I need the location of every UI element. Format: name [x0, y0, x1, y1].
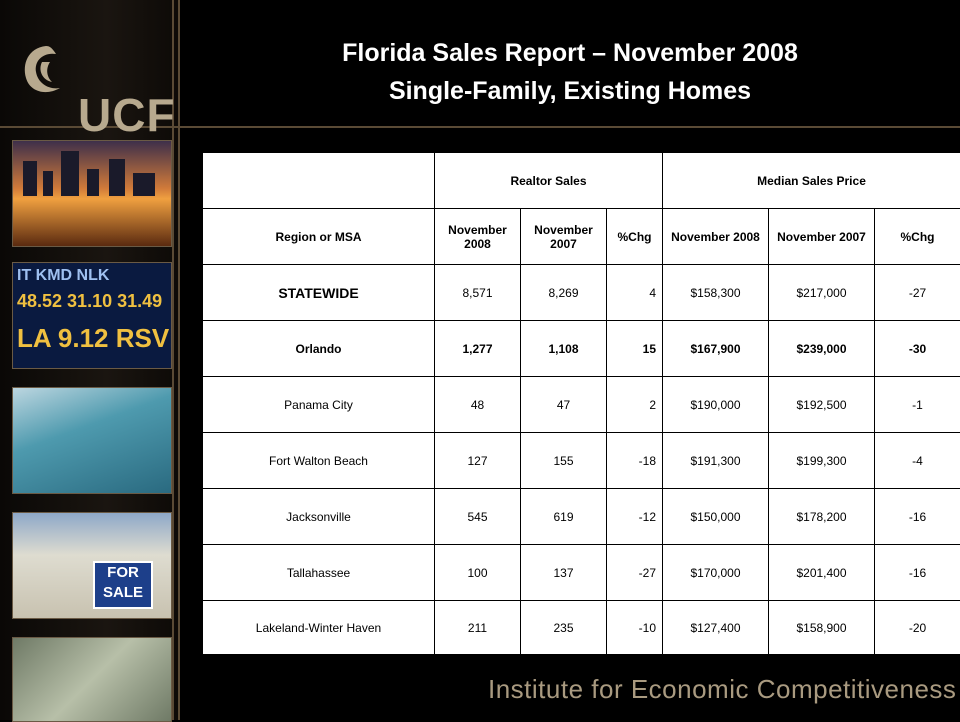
table-cell: -20: [875, 601, 960, 655]
table-cell: 47: [521, 377, 607, 433]
ticker-row-1: IT KMD NLK: [17, 267, 109, 285]
table-cell: 211: [435, 601, 521, 655]
table-row-highlighted: Orlando 1,277 1,108 15 $167,900 $239,000…: [203, 321, 960, 377]
table-cell: $158,300: [663, 265, 769, 321]
table-cell: -30: [875, 321, 960, 377]
table-cell: 155: [521, 433, 607, 489]
table-cell: $178,200: [769, 489, 875, 545]
photo-stock-ticker: IT KMD NLK 48.52 31.10 31.49 LA 9.12 RSV…: [12, 262, 172, 369]
region-cell: Orlando: [203, 321, 435, 377]
table-cell: $199,300: [769, 433, 875, 489]
sales-2008-header: November 2008: [435, 209, 521, 265]
sales-table: Realtor Sales Median Sales Price Region …: [202, 152, 960, 655]
table-cell: $217,000: [769, 265, 875, 321]
table-cell: -1: [875, 377, 960, 433]
table-cell: 619: [521, 489, 607, 545]
table-row: Fort Walton Beach 127 155 -18 $191,300 $…: [203, 433, 960, 489]
table-row: Tallahassee 100 137 -27 $170,000 $201,40…: [203, 545, 960, 601]
photo-dollar: [12, 637, 172, 722]
photo-skyline: [12, 140, 172, 247]
empty-header-cell: [203, 153, 435, 209]
table-cell: 8,269: [521, 265, 607, 321]
column-header-row: Region or MSA November 2008 November 200…: [203, 209, 960, 265]
sales-chg-header: %Chg: [607, 209, 663, 265]
table-cell: 15: [607, 321, 663, 377]
realtor-sales-header: Realtor Sales: [435, 153, 663, 209]
table-cell: 100: [435, 545, 521, 601]
table-cell: $127,400: [663, 601, 769, 655]
sales-2007-header: November 2007: [521, 209, 607, 265]
price-2007-header: November 2007: [769, 209, 875, 265]
price-chg-header: %Chg: [875, 209, 960, 265]
table-cell: $201,400: [769, 545, 875, 601]
region-cell: Lakeland-Winter Haven: [203, 601, 435, 655]
region-cell: Jacksonville: [203, 489, 435, 545]
table-cell: -16: [875, 545, 960, 601]
table-cell: $239,000: [769, 321, 875, 377]
page-title: Florida Sales Report – November 2008 Sin…: [190, 34, 950, 110]
ucf-logo: UCF: [12, 40, 172, 110]
table-cell: 2: [607, 377, 663, 433]
table-cell: 545: [435, 489, 521, 545]
region-cell: Fort Walton Beach: [203, 433, 435, 489]
table-cell: 48: [435, 377, 521, 433]
divider: [178, 0, 180, 720]
table-cell: -16: [875, 489, 960, 545]
for-sale-sign: FOR SALE: [93, 561, 153, 609]
photo-house: FOR SALE: [12, 512, 172, 619]
table-row: Lakeland-Winter Haven 211 235 -10 $127,4…: [203, 601, 960, 655]
title-line-2: Single-Family, Existing Homes: [190, 72, 950, 110]
table-row: STATEWIDE 8,571 8,269 4 $158,300 $217,00…: [203, 265, 960, 321]
region-cell: Tallahassee: [203, 545, 435, 601]
table-cell: $158,900: [769, 601, 875, 655]
ticker-row-3: LA 9.12 RSVN: [17, 323, 172, 354]
table-cell: 235: [521, 601, 607, 655]
table-cell: -27: [875, 265, 960, 321]
ticker-row-2: 48.52 31.10 31.49: [17, 291, 162, 312]
table-cell: 1,108: [521, 321, 607, 377]
table-cell: 8,571: [435, 265, 521, 321]
table-cell: -18: [607, 433, 663, 489]
footer-text: Institute for Economic Competitiveness: [488, 674, 956, 705]
table-cell: 4: [607, 265, 663, 321]
median-price-header: Median Sales Price: [663, 153, 960, 209]
table-cell: $190,000: [663, 377, 769, 433]
region-cell: STATEWIDE: [203, 265, 435, 321]
table-cell: $192,500: [769, 377, 875, 433]
table-cell: $150,000: [663, 489, 769, 545]
pegasus-icon: [16, 40, 76, 100]
table-row: Panama City 48 47 2 $190,000 $192,500 -1: [203, 377, 960, 433]
table-cell: -27: [607, 545, 663, 601]
table-cell: $191,300: [663, 433, 769, 489]
table-cell: $167,900: [663, 321, 769, 377]
region-cell: Panama City: [203, 377, 435, 433]
table-cell: -10: [607, 601, 663, 655]
title-line-1: Florida Sales Report – November 2008: [190, 34, 950, 72]
table-cell: 137: [521, 545, 607, 601]
logo-text: UCF: [78, 88, 176, 142]
table-cell: 127: [435, 433, 521, 489]
price-2008-header: November 2008: [663, 209, 769, 265]
table-cell: $170,000: [663, 545, 769, 601]
table-cell: 1,277: [435, 321, 521, 377]
table-cell: -12: [607, 489, 663, 545]
group-header-row: Realtor Sales Median Sales Price: [203, 153, 960, 209]
table-row: Jacksonville 545 619 -12 $150,000 $178,2…: [203, 489, 960, 545]
region-header: Region or MSA: [203, 209, 435, 265]
photo-coast: [12, 387, 172, 494]
table-cell: -4: [875, 433, 960, 489]
